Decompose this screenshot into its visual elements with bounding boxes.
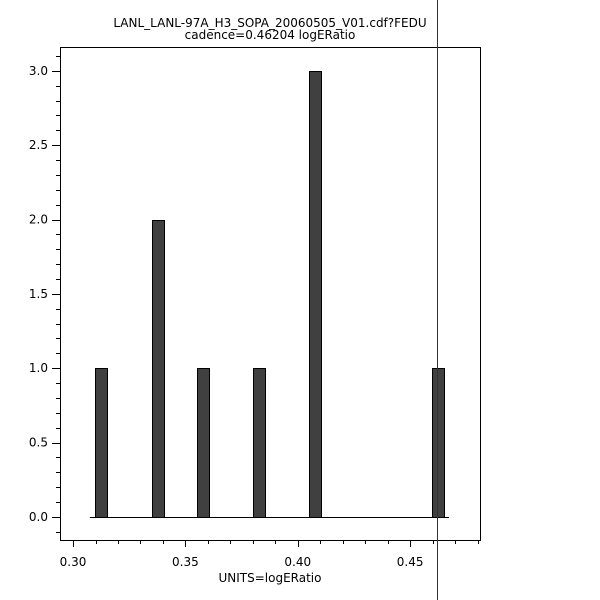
histogram-bar: [309, 71, 322, 518]
histogram-bar: [432, 368, 445, 518]
histogram-bar: [253, 368, 266, 518]
plot-frame: [60, 47, 481, 541]
histogram-bar: [197, 368, 210, 518]
chart-title: LANL_LANL-97A_H3_SOPA_20060505_V01.cdf?F…: [113, 16, 426, 30]
histogram-bar: [95, 368, 108, 518]
x-axis-label: UNITS=logERatio: [219, 571, 322, 585]
histogram-bar: [152, 220, 165, 518]
x-tick-label: 0.40: [284, 555, 311, 569]
y-tick-label: 1.0: [29, 361, 48, 375]
y-tick-label: 1.5: [29, 287, 48, 301]
y-tick-label: 2.5: [29, 138, 48, 152]
y-tick-label: 3.0: [29, 64, 48, 78]
y-tick-label: 0.0: [29, 510, 48, 524]
x-tick-label: 0.45: [397, 555, 424, 569]
chart-subtitle: cadence=0.46204 logERatio: [185, 28, 356, 42]
x-tick-label: 0.35: [172, 555, 199, 569]
y-tick-label: 2.0: [29, 213, 48, 227]
x-tick-label: 0.30: [60, 555, 87, 569]
y-tick-label: 0.5: [29, 436, 48, 450]
